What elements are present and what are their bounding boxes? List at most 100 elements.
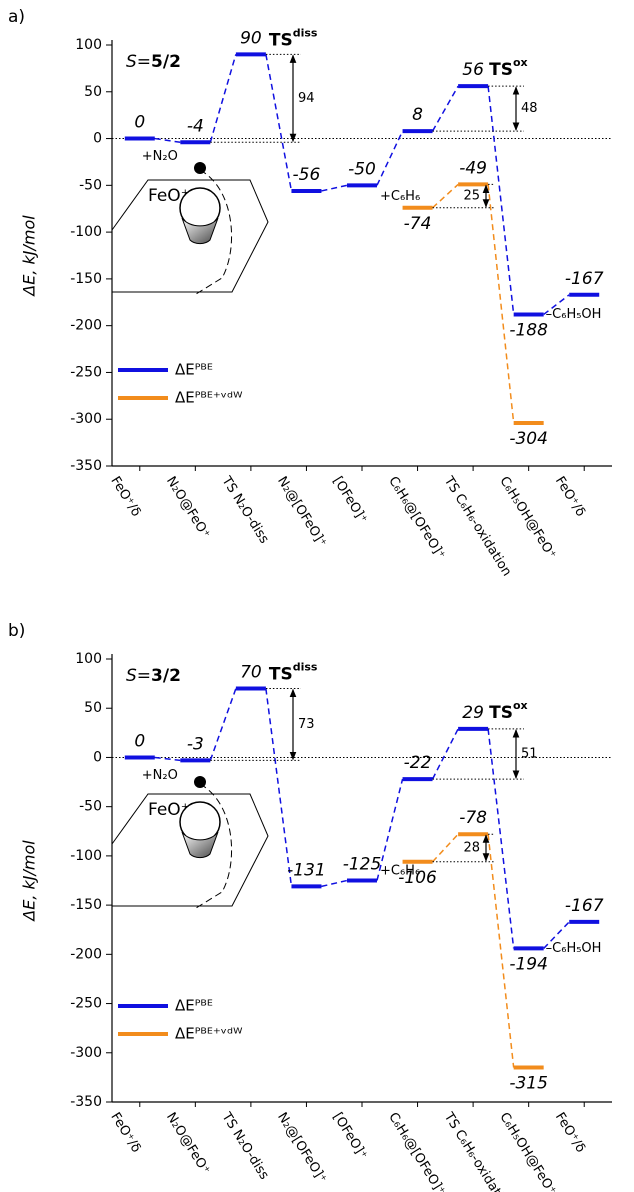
connector xyxy=(487,728,515,949)
y-axis-label: ΔE, kJ/mol xyxy=(20,840,39,923)
data-label: -3 xyxy=(187,734,204,754)
data-label: 8 xyxy=(412,105,423,125)
y-tick-label: -200 xyxy=(70,946,102,962)
data-label: -56 xyxy=(293,165,321,185)
data-label: -49 xyxy=(459,158,487,178)
x-tick-label: FeO⁺/δ xyxy=(552,474,588,519)
y-tick-label: -50 xyxy=(79,799,102,815)
ts-main: TS xyxy=(489,60,513,80)
x-tick-label: FeO⁺/δ xyxy=(552,1110,588,1155)
y-tick-label: -100 xyxy=(70,224,102,240)
reactant-label: +C₆H₆ xyxy=(380,189,420,204)
spin-value: 3/2 xyxy=(151,666,181,686)
y-tick-label: -150 xyxy=(70,897,102,913)
connector xyxy=(265,54,293,192)
ts-label: TSox xyxy=(489,56,527,80)
y-tick-label: 50 xyxy=(84,84,102,100)
inset-shade xyxy=(181,831,219,859)
spin-symbol: S xyxy=(126,666,137,686)
x-tick-label: N₂O@FeO⁺ xyxy=(163,474,213,541)
data-label: 29 xyxy=(462,703,484,723)
data-label: -167 xyxy=(565,896,604,916)
y-tick-label: 100 xyxy=(75,37,102,53)
spin-sep: = xyxy=(137,52,151,72)
data-label: 0 xyxy=(134,731,145,751)
x-tick-label: C₆H₆@[OFeO]⁺ xyxy=(385,1110,448,1192)
ts-label: TSox xyxy=(489,699,527,723)
reactant-label: +C₆H₆ xyxy=(380,864,420,879)
y-axis-label: ΔE, kJ/mol xyxy=(20,215,39,298)
barrier-label: 48 xyxy=(521,101,538,116)
connector xyxy=(209,688,237,761)
connector xyxy=(431,85,459,132)
y-tick-label: -350 xyxy=(70,1094,102,1110)
inset-atom xyxy=(194,776,206,788)
x-tick-label: N₂O@FeO⁺ xyxy=(163,1110,213,1177)
inset: FeO⁺ xyxy=(111,162,269,295)
connector xyxy=(154,756,181,762)
barrier-label: 25 xyxy=(463,189,480,204)
connector xyxy=(432,183,459,209)
y-tick-label: -100 xyxy=(70,848,102,864)
connector xyxy=(321,879,348,888)
product-label: –C₆H₅OH xyxy=(546,941,602,956)
connector xyxy=(432,833,459,863)
x-tick-label: N₂@[OFeO]⁺ xyxy=(274,1110,329,1186)
ts-main: TS xyxy=(489,703,513,723)
data-label: -78 xyxy=(459,808,487,828)
data-label: -315 xyxy=(509,1074,548,1094)
y-tick-label: -300 xyxy=(70,411,102,427)
data-label: -167 xyxy=(565,269,604,289)
inset-ring xyxy=(111,179,269,293)
data-label: 56 xyxy=(462,60,484,80)
connector xyxy=(376,778,404,881)
ts-main: TS xyxy=(269,30,293,50)
y-tick-label: -350 xyxy=(70,458,102,474)
inset-ring xyxy=(111,793,269,907)
ts-label: TSdiss xyxy=(269,26,318,50)
y-tick-label: 0 xyxy=(93,131,102,147)
x-tick-label: C₆H₅OH@FeO⁺ xyxy=(496,474,559,562)
x-tick-label: C₆H₆@[OFeO]⁺ xyxy=(385,474,448,562)
barrier-label: 28 xyxy=(463,841,480,856)
y-tick-label: -250 xyxy=(70,996,102,1012)
inset-shade xyxy=(181,217,219,245)
connector xyxy=(431,728,459,780)
x-tick-label: [OFeO]⁺ xyxy=(330,1110,370,1162)
barrier-label: 73 xyxy=(298,717,315,732)
legend-label: ΔEᴾᴮᴱ⁺ᵛᵈᵂ xyxy=(175,1025,243,1043)
connector xyxy=(487,86,515,315)
connector xyxy=(209,54,237,143)
ts-main: TS xyxy=(269,665,293,685)
connector xyxy=(487,184,515,424)
y-tick-label: -200 xyxy=(70,318,102,334)
spin-label: S=3/2 xyxy=(126,666,181,686)
spin-label: S=5/2 xyxy=(126,52,181,72)
data-label: 70 xyxy=(240,663,262,683)
reactant-label: +N₂O xyxy=(142,768,178,783)
y-tick-label: -250 xyxy=(70,364,102,380)
connector xyxy=(487,834,515,1068)
x-tick-label: FeO⁺/δ xyxy=(107,474,143,519)
connector xyxy=(321,184,348,192)
x-tick-label: C₆H₅OH@FeO⁺ xyxy=(496,1110,559,1192)
x-tick-label: FeO⁺/δ xyxy=(107,1110,143,1155)
data-label: -304 xyxy=(509,429,548,449)
data-label: 90 xyxy=(240,28,262,48)
data-label: -194 xyxy=(509,954,548,974)
data-label: -188 xyxy=(509,320,548,340)
inset-label: FeO⁺ xyxy=(148,186,190,206)
y-tick-label: 50 xyxy=(84,700,102,716)
x-tick-label: N₂@[OFeO]⁺ xyxy=(274,474,329,550)
panel-label: b) xyxy=(8,621,25,641)
spin-symbol: S xyxy=(126,52,137,72)
connector xyxy=(376,130,404,186)
inset: FeO⁺ xyxy=(111,776,269,909)
panel-label: a) xyxy=(8,7,25,27)
y-tick-label: 100 xyxy=(75,651,102,667)
ts-sup: diss xyxy=(293,661,318,674)
legend-label: ΔEᴾᴮᴱ xyxy=(175,361,213,379)
y-tick-label: -150 xyxy=(70,271,102,287)
reactant-label: +N₂O xyxy=(142,149,178,164)
inset-atom xyxy=(194,162,206,174)
